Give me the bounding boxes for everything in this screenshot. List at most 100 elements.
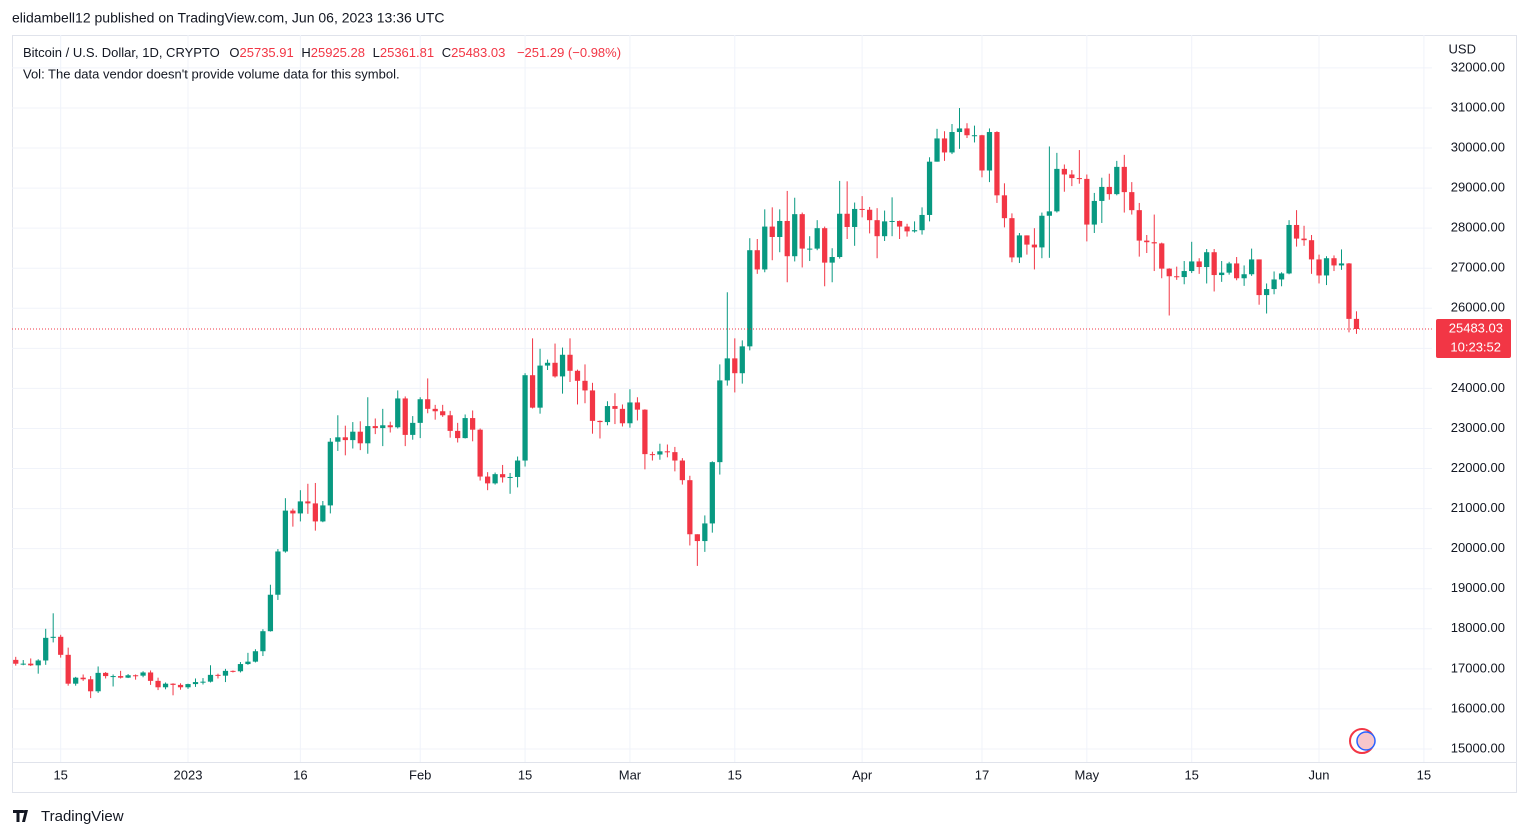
candle-body (1129, 192, 1135, 211)
candle-body (1316, 259, 1322, 276)
candle-body (889, 220, 895, 222)
candle-body (1061, 168, 1067, 175)
candle-body (717, 380, 723, 463)
candle-body (103, 672, 109, 677)
candle-body (1189, 261, 1195, 272)
candle-body (994, 132, 1000, 196)
candle-body (777, 220, 783, 237)
volume-note: Vol: The data vendor doesn't provide vol… (23, 66, 400, 81)
candle-body (619, 408, 626, 424)
y-tick-label: 31000.00 (1451, 99, 1505, 114)
candle-body (762, 226, 768, 270)
candle-body (1114, 166, 1120, 195)
candle-body (1346, 263, 1352, 319)
candle-body (1181, 271, 1187, 278)
candle-body (237, 664, 244, 672)
candle-body (110, 676, 116, 678)
candle-body (275, 551, 281, 595)
price-tag-countdown: 10:23:52 (1450, 339, 1501, 354)
candle-body (140, 672, 146, 676)
candle-body (866, 209, 873, 221)
flag-circle (1356, 731, 1376, 751)
candle-body (305, 501, 311, 504)
candle-body (1338, 263, 1345, 266)
candle-body (552, 362, 558, 377)
candle-body (207, 674, 214, 682)
candle-body (979, 135, 985, 171)
ohlc-letter: H (301, 45, 310, 60)
candle-body (455, 430, 461, 439)
candle-body (687, 480, 693, 535)
candle-body (852, 208, 858, 227)
candle-body (1039, 215, 1045, 248)
x-tick-label: 15 (1417, 767, 1431, 782)
candle-body (432, 408, 438, 412)
candle-body (499, 474, 506, 478)
candle-body (440, 411, 446, 416)
candle-body (1234, 263, 1240, 279)
candle-body (934, 138, 940, 162)
candle-body (260, 631, 266, 652)
candle-body (971, 135, 978, 137)
candle-body (956, 128, 963, 133)
candle-body (739, 346, 745, 374)
logo: TradingView (13, 808, 124, 825)
candle-body (50, 636, 56, 638)
candle-body (357, 431, 363, 444)
candle-body (1278, 273, 1285, 280)
y-tick-label: 27000.00 (1451, 260, 1505, 275)
candle-body (1031, 244, 1038, 248)
x-tick-label: Mar (619, 767, 642, 782)
candle-body (245, 661, 251, 665)
x-tick-label: 17 (975, 767, 989, 782)
ohlc-letter: L (373, 45, 380, 60)
candle-body (1084, 178, 1090, 225)
candle-body (896, 220, 903, 227)
y-tick-label: 32000.00 (1451, 59, 1505, 74)
ohlc-value: 25361.81 (380, 45, 434, 60)
candle-body (567, 354, 573, 371)
candle-body (724, 358, 730, 381)
x-tick-label: May (1075, 767, 1100, 782)
candle-body (1271, 279, 1277, 290)
candle-body (574, 370, 581, 381)
y-tick-label: 30000.00 (1451, 139, 1505, 154)
candle-body (425, 399, 431, 409)
x-tick-label: Apr (852, 767, 873, 782)
candle-body (95, 672, 101, 692)
candle-body (964, 128, 970, 136)
candle-body (529, 375, 536, 408)
candle-body (664, 451, 671, 453)
candle-body (1121, 166, 1127, 193)
candle-body (1308, 240, 1315, 260)
candle-body (387, 425, 393, 428)
candle-body (312, 503, 318, 522)
candle-body (544, 362, 551, 366)
ohlc-value: 25735.91 (240, 45, 294, 60)
candle-body (1323, 258, 1330, 276)
candle-body (627, 402, 633, 424)
candle-body (290, 510, 296, 514)
candle-body (679, 460, 685, 481)
candle-body (447, 415, 453, 431)
candle-body (1211, 252, 1217, 276)
candle-body (874, 220, 880, 237)
candle-body (485, 476, 491, 484)
candle-body (582, 380, 588, 391)
candle-body (747, 250, 753, 347)
candle-body (402, 398, 408, 435)
y-tick-label: 20000.00 (1451, 540, 1505, 555)
candle-body (904, 226, 910, 232)
y-tick-label: 21000.00 (1451, 500, 1505, 515)
candle-body (1069, 174, 1075, 179)
candle-body (1204, 252, 1210, 268)
candle-body (417, 399, 423, 423)
candle-body (589, 390, 596, 421)
candle-body (642, 409, 648, 455)
candle-body (657, 451, 663, 455)
candle-body (1054, 168, 1060, 212)
candle-body (395, 398, 401, 428)
candle-body (1174, 276, 1180, 278)
candle-body (807, 248, 813, 250)
candle-body (612, 406, 618, 409)
